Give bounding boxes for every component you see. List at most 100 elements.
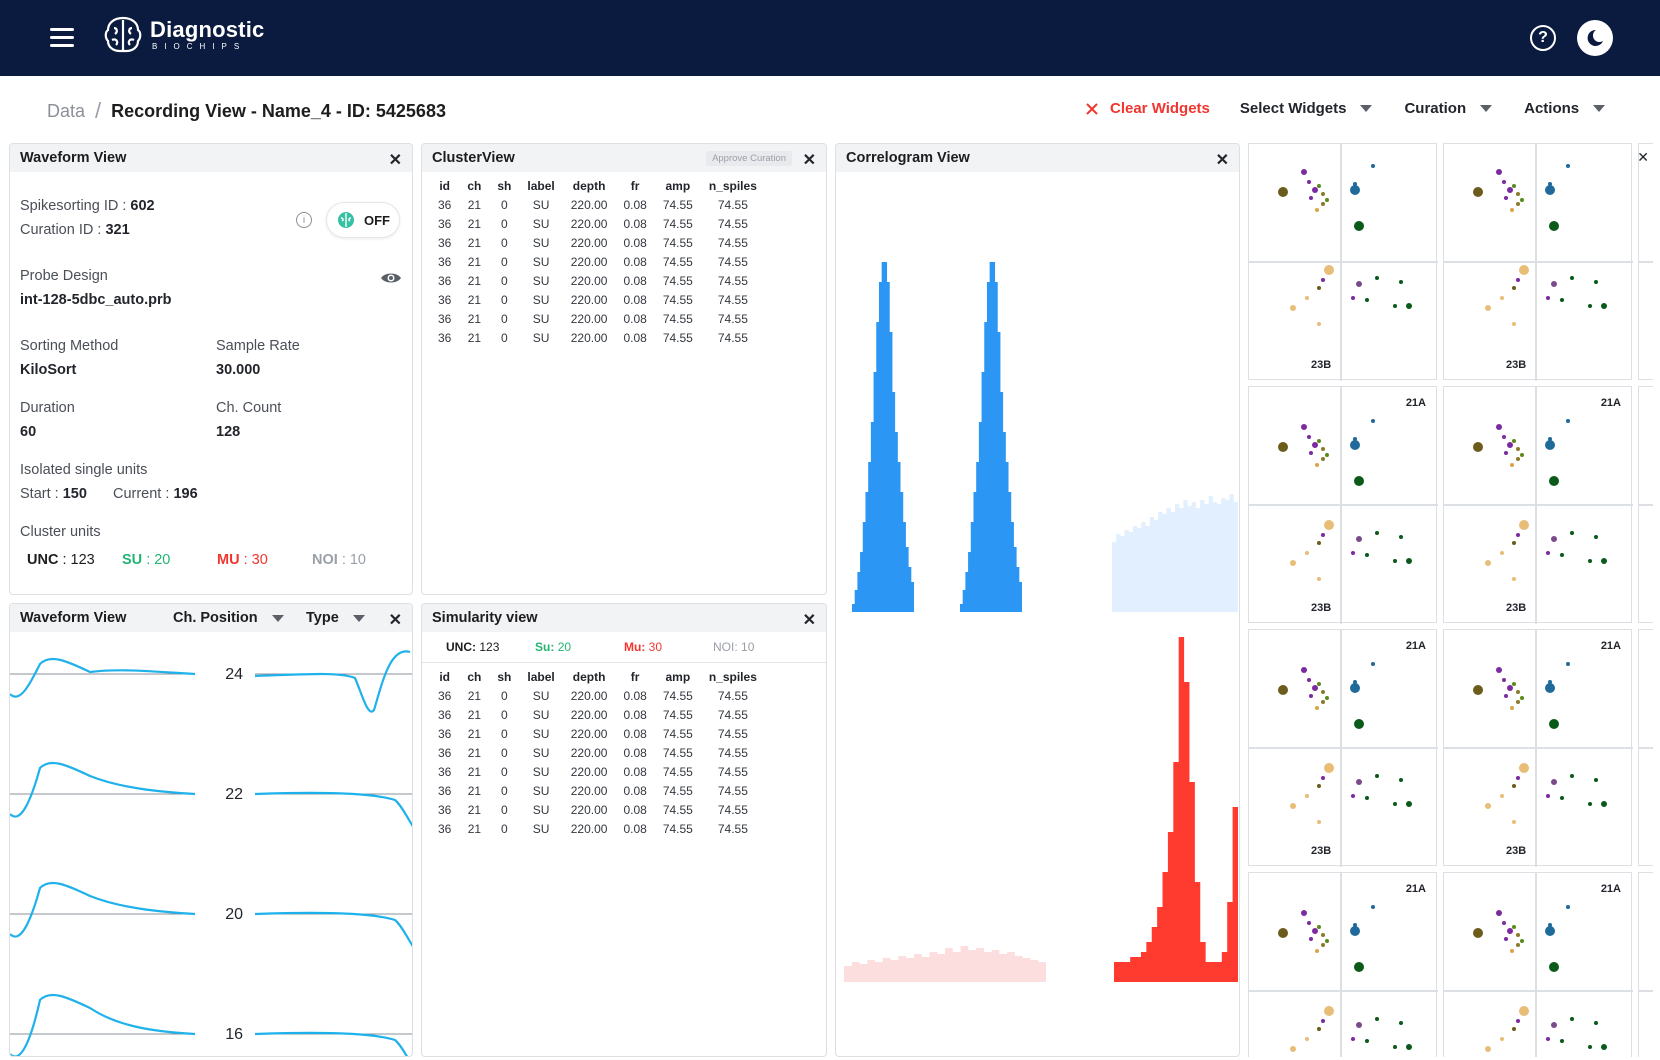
scatter-tile[interactable]: 23B xyxy=(1443,143,1633,381)
curation-dropdown[interactable]: Curation xyxy=(1404,100,1493,117)
ch-position-dropdown[interactable]: Ch. Position xyxy=(173,610,284,626)
column-header[interactable]: label xyxy=(527,178,555,193)
table-cell: 74.55 xyxy=(662,745,693,760)
scatter-tile[interactable]: 23B xyxy=(1638,143,1653,380)
tile-top-label: 21A xyxy=(1600,397,1621,409)
column-header[interactable]: ch xyxy=(467,669,482,684)
table-cell: 36 xyxy=(438,330,452,345)
table-cell: 74.55 xyxy=(717,216,748,231)
table-row[interactable]: 36 21 0 SU 220.00 0.08 74.55 74.55 xyxy=(430,233,765,252)
column-header[interactable]: sh xyxy=(497,178,512,193)
type-dropdown[interactable]: Type xyxy=(306,610,365,626)
scatter-tile[interactable]: 21A xyxy=(1443,872,1633,1057)
table-row[interactable]: 36 21 0 SU 220.00 0.08 74.55 74.55 xyxy=(430,309,765,328)
close-icon[interactable]: ✕ xyxy=(1215,152,1229,169)
waveform-trace xyxy=(10,761,196,818)
column-header[interactable]: id xyxy=(439,178,451,193)
table-row[interactable]: 36 21 0 SU 220.00 0.08 74.55 74.55 xyxy=(430,781,765,800)
column-header[interactable]: depth xyxy=(572,669,606,684)
help-icon[interactable]: ? xyxy=(1530,25,1556,51)
channel-label: 16 xyxy=(225,1026,243,1043)
scatter-tile[interactable]: 21A xyxy=(1248,872,1438,1057)
select-widgets-dropdown[interactable]: Select Widgets xyxy=(1240,100,1373,117)
column-header[interactable]: id xyxy=(439,669,451,684)
table-row[interactable]: 36 21 0 SU 220.00 0.08 74.55 74.55 xyxy=(430,271,765,290)
scatter-point xyxy=(1278,685,1288,695)
table-row[interactable]: 36 21 0 SU 220.00 0.08 74.55 74.55 xyxy=(430,800,765,819)
scatter-point xyxy=(1507,685,1513,691)
menu-icon[interactable] xyxy=(50,28,74,48)
scatter-tile[interactable]: 21A xyxy=(1638,872,1653,1057)
curation-toggle-button[interactable]: OFF xyxy=(326,202,400,238)
waveform-trace xyxy=(254,1031,409,1056)
column-header[interactable]: ch xyxy=(467,178,482,193)
table-row[interactable]: 36 21 0 SU 220.00 0.08 74.55 74.55 xyxy=(430,328,765,347)
scatter-point xyxy=(1519,1006,1529,1016)
channel-label: 20 xyxy=(225,906,243,923)
close-icon[interactable]: ✕ xyxy=(1637,149,1649,165)
column-header[interactable]: n_spiles xyxy=(708,669,757,684)
su-value: : 20 xyxy=(146,552,171,568)
tile-bottom-label: 23B xyxy=(1506,359,1527,371)
scatter-point xyxy=(1588,1045,1592,1049)
column-header[interactable]: amp xyxy=(665,669,691,684)
column-header[interactable]: fr xyxy=(630,669,640,684)
column-header[interactable]: depth xyxy=(572,178,606,193)
breadcrumb-data-link[interactable]: Data xyxy=(47,100,86,121)
app-logo[interactable]: Diagnostic BIOCHIPS xyxy=(102,14,264,56)
approve-curation-button[interactable]: Approve Curation xyxy=(706,151,792,166)
table-row[interactable]: 36 21 0 SU 220.00 0.08 74.55 74.55 xyxy=(430,762,765,781)
dark-mode-toggle[interactable] xyxy=(1577,20,1613,56)
column-header[interactable]: fr xyxy=(630,178,640,193)
scatter-point xyxy=(1356,779,1362,785)
correlogram-peak-1 xyxy=(852,262,914,612)
scatter-point xyxy=(1321,278,1325,282)
scatter-point xyxy=(1317,1027,1321,1031)
column-header[interactable]: sh xyxy=(497,669,512,684)
table-row[interactable]: 36 21 0 SU 220.00 0.08 74.55 74.55 xyxy=(430,252,765,271)
column-header[interactable]: n_spiles xyxy=(708,178,757,193)
table-row[interactable]: 36 21 0 SU 220.00 0.08 74.55 74.55 xyxy=(430,195,765,214)
sim-noi-label: NOI: xyxy=(713,640,738,654)
scatter-point xyxy=(1305,551,1309,555)
table-row[interactable]: 36 21 0 SU 220.00 0.08 74.55 74.55 xyxy=(430,724,765,743)
waveform-trace xyxy=(254,911,412,947)
close-icon[interactable]: ✕ xyxy=(802,612,816,629)
close-icon[interactable]: ✕ xyxy=(802,152,816,169)
table-row[interactable]: 36 21 0 SU 220.00 0.08 74.55 74.55 xyxy=(430,686,765,705)
table-row[interactable]: 36 21 0 SU 220.00 0.08 74.55 74.55 xyxy=(430,743,765,762)
table-row[interactable]: 36 21 0 SU 220.00 0.08 74.55 74.55 xyxy=(430,290,765,309)
actions-dropdown[interactable]: Actions xyxy=(1524,100,1606,117)
table-cell: SU xyxy=(532,783,550,798)
logo-title: Diagnostic xyxy=(150,17,265,42)
column-header[interactable]: label xyxy=(527,669,555,684)
close-icon[interactable]: ✕ xyxy=(388,612,402,629)
close-icon[interactable]: ✕ xyxy=(388,152,402,169)
table-row[interactable]: 36 21 0 SU 220.00 0.08 74.55 74.55 xyxy=(430,705,765,724)
table-cell: 74.55 xyxy=(717,764,748,779)
table-cell: 74.55 xyxy=(717,745,748,760)
table-cell: 0 xyxy=(501,821,508,836)
scatter-point xyxy=(1549,221,1559,231)
scatter-tile[interactable]: 23B xyxy=(1248,143,1438,381)
table-cell: 0.08 xyxy=(623,273,647,288)
table-cell: 74.55 xyxy=(717,254,748,269)
table-cell: 74.55 xyxy=(717,802,748,817)
scatter-point xyxy=(1321,690,1325,694)
eye-icon[interactable] xyxy=(380,271,402,285)
scatter-point xyxy=(1560,553,1564,557)
tile-bottom-label: 23B xyxy=(1311,359,1332,371)
column-header[interactable]: amp xyxy=(665,178,691,193)
scatter-point xyxy=(1305,296,1309,300)
table-row[interactable]: 36 21 0 SU 220.00 0.08 74.55 74.55 xyxy=(430,214,765,233)
table-cell: 220.00 xyxy=(570,311,608,326)
table-row[interactable]: 36 21 0 SU 220.00 0.08 74.55 74.55 xyxy=(430,819,765,838)
info-icon[interactable]: i xyxy=(296,212,312,228)
clear-widgets-button[interactable]: Clear Widgets xyxy=(1086,100,1210,117)
